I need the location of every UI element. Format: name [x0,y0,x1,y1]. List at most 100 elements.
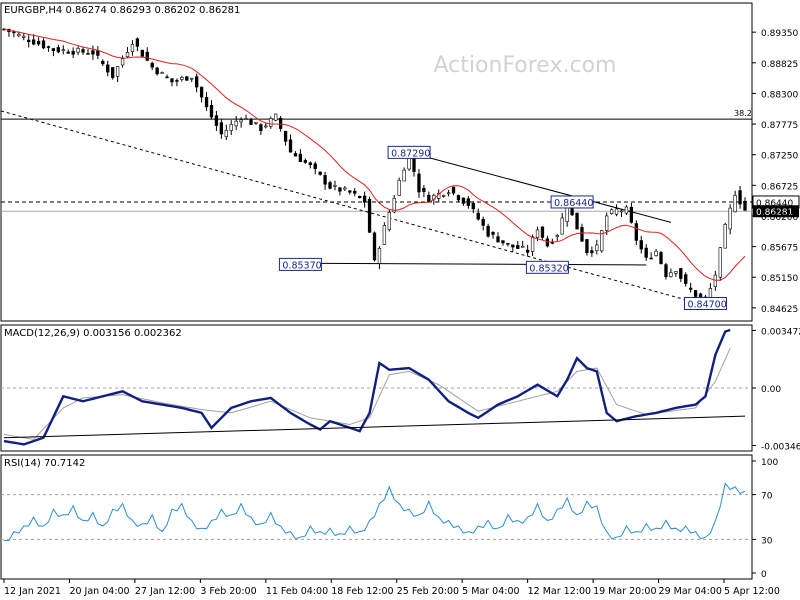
candle-body [525,249,530,253]
candle-body [86,53,90,55]
rsi-tick-label: 30 [761,536,773,546]
candle-body [496,236,500,243]
price-tick-label: 0.89350 [761,29,798,39]
candle-body [397,180,401,196]
candle-body [713,274,718,288]
candle-body [679,268,683,279]
candle-body [511,244,515,248]
candle-body [506,242,510,245]
price-tick-label: 0.87250 [761,152,798,162]
candle-body [669,272,673,277]
price-tick-label: 0.88825 [761,60,798,70]
candle-body [387,212,391,230]
candle-body [575,212,579,230]
price-tick-label: 0.88300 [761,90,798,100]
macd-panel-title: MACD(12,26,9) 0.003156 0.002362 [4,328,182,339]
candle-body [125,52,130,58]
candle-body [283,130,288,142]
candle-body [249,119,253,126]
candle-body [31,39,36,45]
candle-body [298,153,303,162]
candle-body [422,187,426,192]
candle-body [644,247,648,258]
candle-body [288,139,293,153]
candle-body [392,198,396,213]
watermark: ActionForex.com [434,53,617,78]
candle-body [106,64,110,73]
candle-body [195,76,199,88]
candle-body [46,46,51,48]
candle-body [689,287,693,290]
candle-body [580,226,584,242]
candle-body [471,202,475,210]
candle-body [165,76,169,79]
macd-tick-label: 0.00 [761,385,781,395]
candle-body [96,50,100,56]
candle-body [150,62,154,68]
candle-body [491,232,495,235]
candle-body [303,160,307,163]
current-price-tag-label: 0.86281 [756,208,793,218]
resistance-price-tag-label: 0.86440 [756,199,793,209]
candle-body [674,271,678,274]
candle-body [481,218,485,226]
time-tick-label: 5 Apr 12:00 [724,586,780,597]
price-tick-label: 0.87775 [761,121,798,131]
time-tick-label: 20 Jan 04:00 [69,586,129,597]
price-tick-label: 0.86725 [761,182,798,192]
candle-body [293,153,298,157]
time-tick-label: 27 Jan 12:00 [135,586,195,597]
candle-body [654,250,658,257]
candle-body [219,122,224,135]
candle-body [521,245,525,248]
candle-body [274,113,278,121]
moving-average-line [3,28,746,281]
candle-body [239,119,243,123]
candle-body [353,190,357,194]
rsi-tick-label: 100 [761,458,778,468]
candle-body [155,67,159,75]
candle-body [585,239,589,254]
candle-body [605,215,609,231]
candle-body [17,33,21,37]
candle-body [446,192,451,195]
candle-body [417,173,421,193]
candle-body [234,120,238,127]
price-panel-title: EURGBP,H4 0.86274 0.86293 0.86202 0.8628… [4,5,240,16]
time-tick-label: 11 Feb 04:00 [266,586,328,597]
rsi-panel-title: RSI(14) 70.7142 [4,458,85,469]
price-tick-label: 0.86200 [761,213,798,223]
rsi-line [4,482,746,541]
candle-body [204,97,209,108]
candle-body [51,48,56,52]
candle-body [629,207,634,223]
candle-body [456,195,461,201]
candle-body [595,244,599,251]
time-tick-label: 18 Feb 12:00 [331,586,393,597]
time-axis: 12 Jan 2021 20 Jan 04:00 27 Jan 12:00 3 Feb… [3,579,780,597]
candle-body [323,174,327,185]
time-tick-label: 12 Jan 2021 [4,586,61,597]
candle-body [145,51,149,61]
candle-body [338,187,342,192]
candle-body [115,66,120,77]
candle-body [649,257,653,260]
price-panel-frame [0,2,753,322]
descending-channel-line [0,110,706,306]
candle-body [367,198,372,233]
candle-body [209,105,214,118]
price-annotation-box [278,257,322,271]
candle-body [451,186,456,194]
candle-body [264,125,268,128]
candle-body [130,43,135,52]
candle-body [590,250,594,254]
current-price-tag [753,205,799,218]
candle-body [565,206,569,223]
price-annotation-label: 0.84700 [687,299,726,310]
candle-body [377,247,382,264]
candle-body [199,86,204,98]
candle-body [41,40,46,49]
candle-body [540,226,545,238]
candle-body [328,182,332,189]
